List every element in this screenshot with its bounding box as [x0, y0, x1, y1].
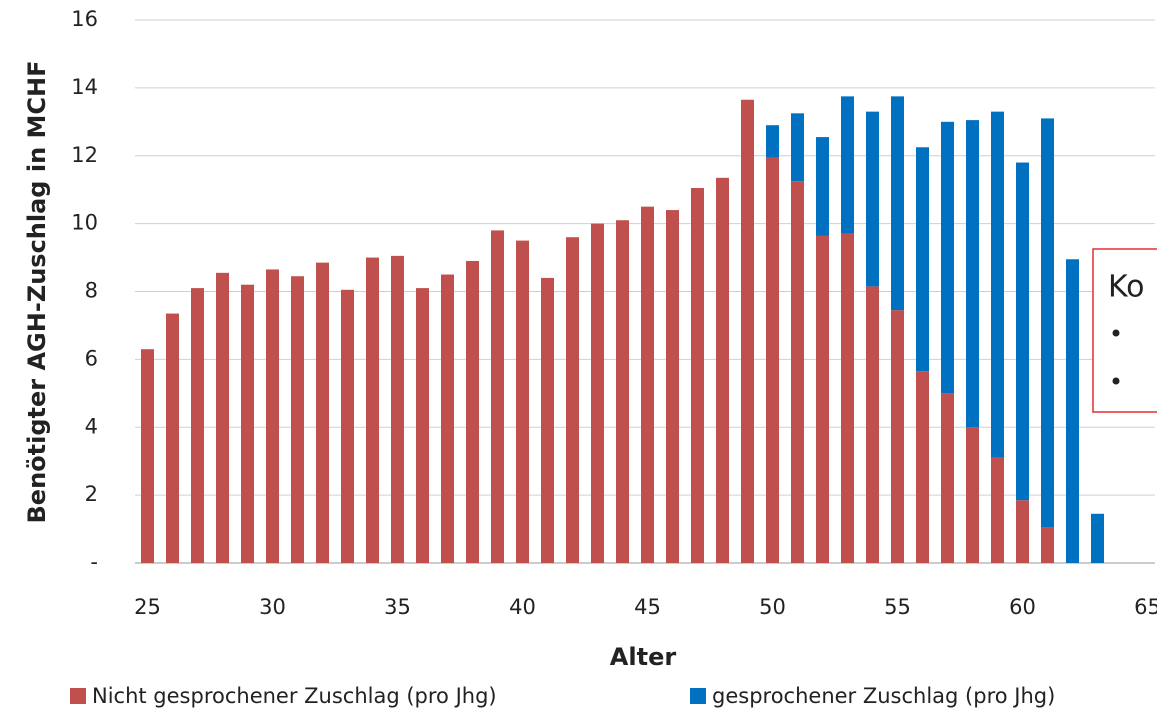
bar-segment — [166, 313, 179, 563]
bar-segment — [1016, 500, 1029, 563]
bar-segment — [891, 96, 904, 311]
bar-segment — [941, 393, 954, 563]
annotation: Ko — [1108, 270, 1145, 305]
bar-segment — [691, 187, 704, 563]
bar-segment — [966, 427, 979, 563]
legend-swatch — [690, 688, 706, 704]
bar-segment — [866, 111, 879, 287]
x-tick-label: 35 — [384, 595, 411, 619]
bar-segment — [891, 310, 904, 563]
bar-segment — [1041, 527, 1054, 563]
bar-segment — [516, 240, 529, 563]
y-tick-label: 10 — [71, 211, 98, 235]
bullet — [1112, 329, 1120, 337]
x-tick-label: 65 — [1134, 595, 1157, 619]
bar-segment — [566, 237, 579, 563]
bar-segment — [791, 113, 804, 182]
y-tick-label: 16 — [71, 7, 98, 31]
legend-swatch — [70, 688, 86, 704]
legend-label: gesprochener Zuschlag (pro Jhg) — [712, 684, 1055, 708]
bar-segment — [766, 125, 779, 158]
bar-segment — [341, 289, 354, 563]
x-axis-label: Alter — [610, 643, 677, 671]
bar-segment — [541, 277, 554, 563]
bar-segment — [741, 99, 754, 564]
bar-segment — [916, 371, 929, 563]
bullet — [1112, 377, 1120, 385]
bar-segment — [1091, 513, 1104, 563]
bar-segment — [791, 181, 804, 563]
bar-segment — [241, 284, 254, 563]
x-tick-label: 50 — [759, 595, 786, 619]
bar-segment — [316, 262, 329, 563]
bar-segment — [216, 272, 229, 563]
y-tick-label: 14 — [71, 75, 98, 99]
bar-segment — [991, 111, 1004, 458]
bar-segment — [841, 96, 854, 234]
bar-segment — [366, 257, 379, 563]
bar-segment — [816, 235, 829, 564]
bar-segment — [916, 147, 929, 372]
bar-segment — [1041, 118, 1054, 528]
bar-segment — [591, 223, 604, 563]
bar-segment — [616, 220, 629, 563]
bar-segment — [1066, 259, 1079, 563]
x-tick-label: 25 — [134, 595, 161, 619]
bar-segment — [441, 274, 454, 563]
bar-segment — [966, 120, 979, 428]
bar-segment — [841, 233, 854, 563]
y-axis-label: Benötigter AGH-Zuschlag in MCHF — [23, 61, 51, 524]
bar-segment — [866, 286, 879, 563]
y-tick-label: 6 — [85, 346, 98, 370]
bar-segment — [816, 137, 829, 236]
y-tick-label: 4 — [85, 414, 98, 438]
bar-segment — [266, 269, 279, 563]
bar-segment — [491, 230, 504, 563]
legend-label: Nicht gesprochener Zuschlag (pro Jhg) — [92, 684, 497, 708]
y-tick-label: - — [90, 550, 98, 574]
x-tick-label: 55 — [884, 595, 911, 619]
bar-segment — [191, 288, 204, 563]
bar-segment — [941, 121, 954, 394]
bar-segment — [991, 457, 1004, 563]
x-tick-label: 45 — [634, 595, 661, 619]
bar-segment — [416, 288, 429, 563]
y-tick-label: 2 — [85, 482, 98, 506]
x-tick-label: 40 — [509, 595, 536, 619]
bar-segment — [1016, 162, 1029, 501]
bar-segment — [766, 157, 779, 563]
x-tick-label: 60 — [1009, 595, 1036, 619]
bar-segment — [466, 260, 479, 563]
bar-segment — [141, 349, 154, 563]
y-tick-label: 8 — [85, 279, 98, 303]
bar-segment — [716, 177, 729, 563]
annotation-box — [1092, 248, 1157, 413]
x-tick-label: 30 — [259, 595, 286, 619]
bar-segment — [666, 210, 679, 564]
y-tick-label: 12 — [71, 143, 98, 167]
bar-segment — [641, 206, 654, 563]
bar-segment — [391, 255, 404, 563]
bar-segment — [291, 276, 304, 563]
